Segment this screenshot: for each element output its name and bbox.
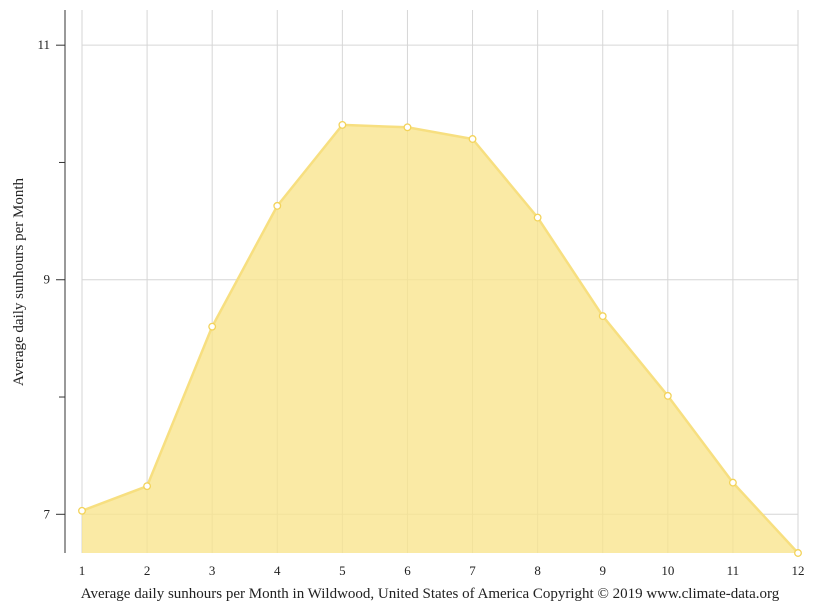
data-point-8 xyxy=(533,213,542,222)
x-tick-label-9: 9 xyxy=(599,563,606,578)
data-point-10 xyxy=(663,391,672,400)
data-point-6 xyxy=(403,123,412,132)
data-point-1 xyxy=(78,506,86,515)
y-tick-label-3: 11 xyxy=(37,37,50,52)
data-point-3 xyxy=(208,322,217,331)
x-tick-label-2: 2 xyxy=(144,563,151,578)
axes xyxy=(56,10,66,553)
area-fill xyxy=(82,124,798,553)
x-tick-label-5: 5 xyxy=(339,563,346,578)
y-axis-title: Average daily sunhours per Month xyxy=(11,178,27,387)
data-point-5 xyxy=(338,120,347,129)
data-markers xyxy=(78,120,802,557)
x-tick-label-11: 11 xyxy=(727,563,740,578)
x-tick-label-10: 10 xyxy=(661,563,674,578)
x-tick-label-8: 8 xyxy=(534,563,541,578)
x-tick-label-7: 7 xyxy=(469,563,476,578)
y-tick-label-2: 9 xyxy=(44,272,51,287)
x-tick-label-1: 1 xyxy=(79,563,86,578)
x-axis-title: Average daily sunhours per Month in Wild… xyxy=(81,586,780,602)
x-tick-label-6: 6 xyxy=(404,563,411,578)
y-tick-label-1: 7 xyxy=(44,506,51,521)
data-point-7 xyxy=(468,135,477,143)
x-tick-label-12: 12 xyxy=(792,563,805,578)
data-point-11 xyxy=(728,478,737,487)
data-point-9 xyxy=(598,312,607,321)
data-point-12 xyxy=(794,549,802,557)
data-point-4 xyxy=(273,201,282,210)
x-tick-label-3: 3 xyxy=(209,563,216,578)
data-point-2 xyxy=(143,482,152,491)
series-line xyxy=(81,123,799,554)
area-series xyxy=(81,123,799,554)
x-tick-label-4: 4 xyxy=(274,563,281,578)
